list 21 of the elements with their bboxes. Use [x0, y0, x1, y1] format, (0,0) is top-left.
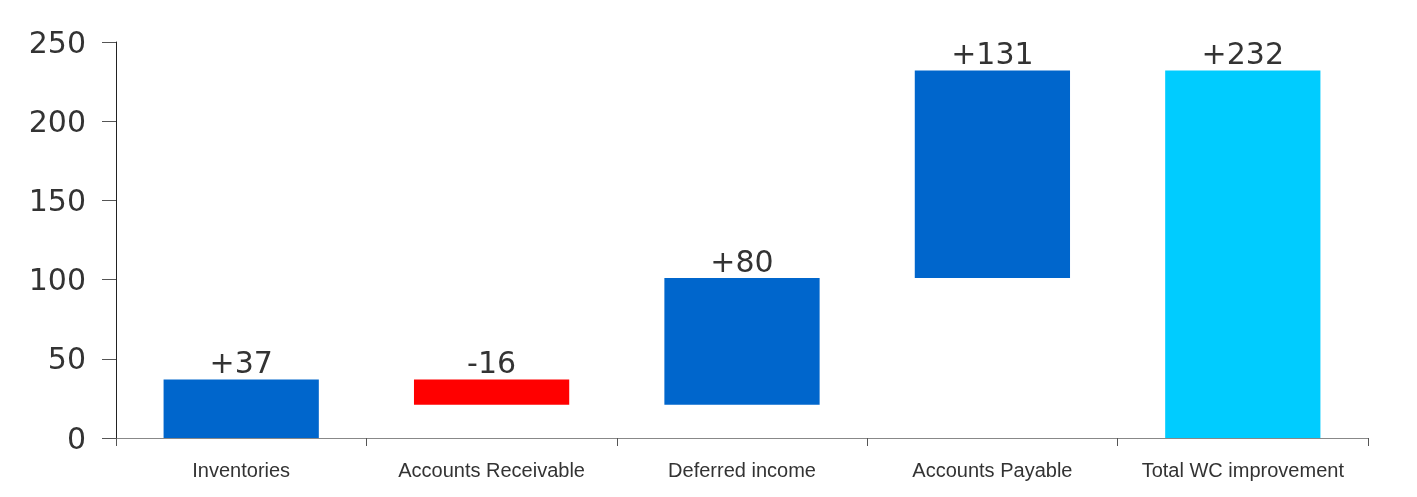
data-label: +80	[710, 243, 774, 279]
data-label: +37	[209, 344, 273, 380]
x-tick-label: Accounts Receivable	[398, 459, 585, 481]
bar	[664, 278, 820, 405]
bar	[413, 379, 570, 405]
y-tick-label: 150	[28, 182, 86, 218]
bar	[1165, 70, 1321, 438]
y-tick-label: 50	[47, 341, 86, 377]
x-tick-label: Inventories	[192, 459, 291, 481]
x-tick-label: Total WC improvement	[1141, 459, 1345, 481]
y-tick-label: 250	[28, 24, 86, 60]
bar	[914, 70, 1071, 279]
y-tick-label: 0	[66, 420, 86, 456]
data-label: +232	[1201, 36, 1284, 72]
data-label: +131	[951, 36, 1034, 72]
x-tick-label: Accounts Payable	[912, 459, 1073, 481]
y-tick-label: 100	[28, 262, 86, 298]
y-tick-label: 200	[28, 103, 86, 139]
bar	[163, 379, 319, 438]
data-label: -16	[467, 344, 517, 380]
x-tick-label: Deferred income	[668, 459, 816, 481]
